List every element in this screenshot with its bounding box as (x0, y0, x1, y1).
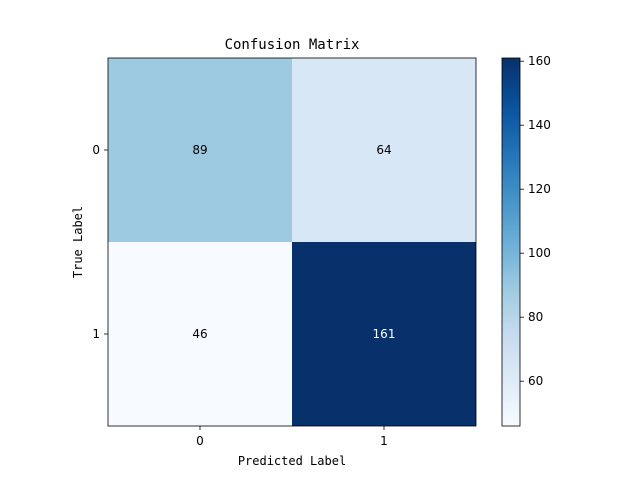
x-tick-label: 0 (196, 434, 204, 448)
y-axis-ticks: 01 (92, 143, 108, 341)
colorbar-tick-label: 140 (528, 118, 551, 132)
heatmap-cell (292, 242, 476, 426)
colorbar-tick-label: 100 (528, 246, 551, 260)
cell-value-label: 46 (192, 327, 207, 341)
colorbar (501, 57, 521, 427)
x-tick-label: 1 (380, 434, 388, 448)
colorbar-tick-label: 120 (528, 182, 551, 196)
colorbar-tick-label: 60 (528, 374, 543, 388)
heatmap-cell (108, 58, 292, 242)
heatmap-cell-labels: 89 64 46 161 (192, 143, 395, 341)
heatmap-cell (292, 58, 476, 242)
cell-value-label: 64 (376, 143, 391, 157)
cell-value-label: 161 (373, 327, 396, 341)
heatmap-cell (108, 242, 292, 426)
cell-value-label: 89 (192, 143, 207, 157)
y-tick-label: 1 (92, 327, 100, 341)
chart-title: Confusion Matrix (225, 37, 360, 53)
colorbar-tick-label: 80 (528, 310, 543, 324)
colorbar-ticks: 60 80 100 120 140 160 (520, 54, 551, 388)
y-tick-label: 0 (92, 143, 100, 157)
x-axis-label: Predicted Label (238, 454, 346, 468)
plot-frame (107, 57, 477, 427)
heatmap-cells (108, 58, 476, 426)
y-axis-label: True Label (71, 206, 85, 278)
colorbar-tick-label: 160 (528, 54, 551, 68)
